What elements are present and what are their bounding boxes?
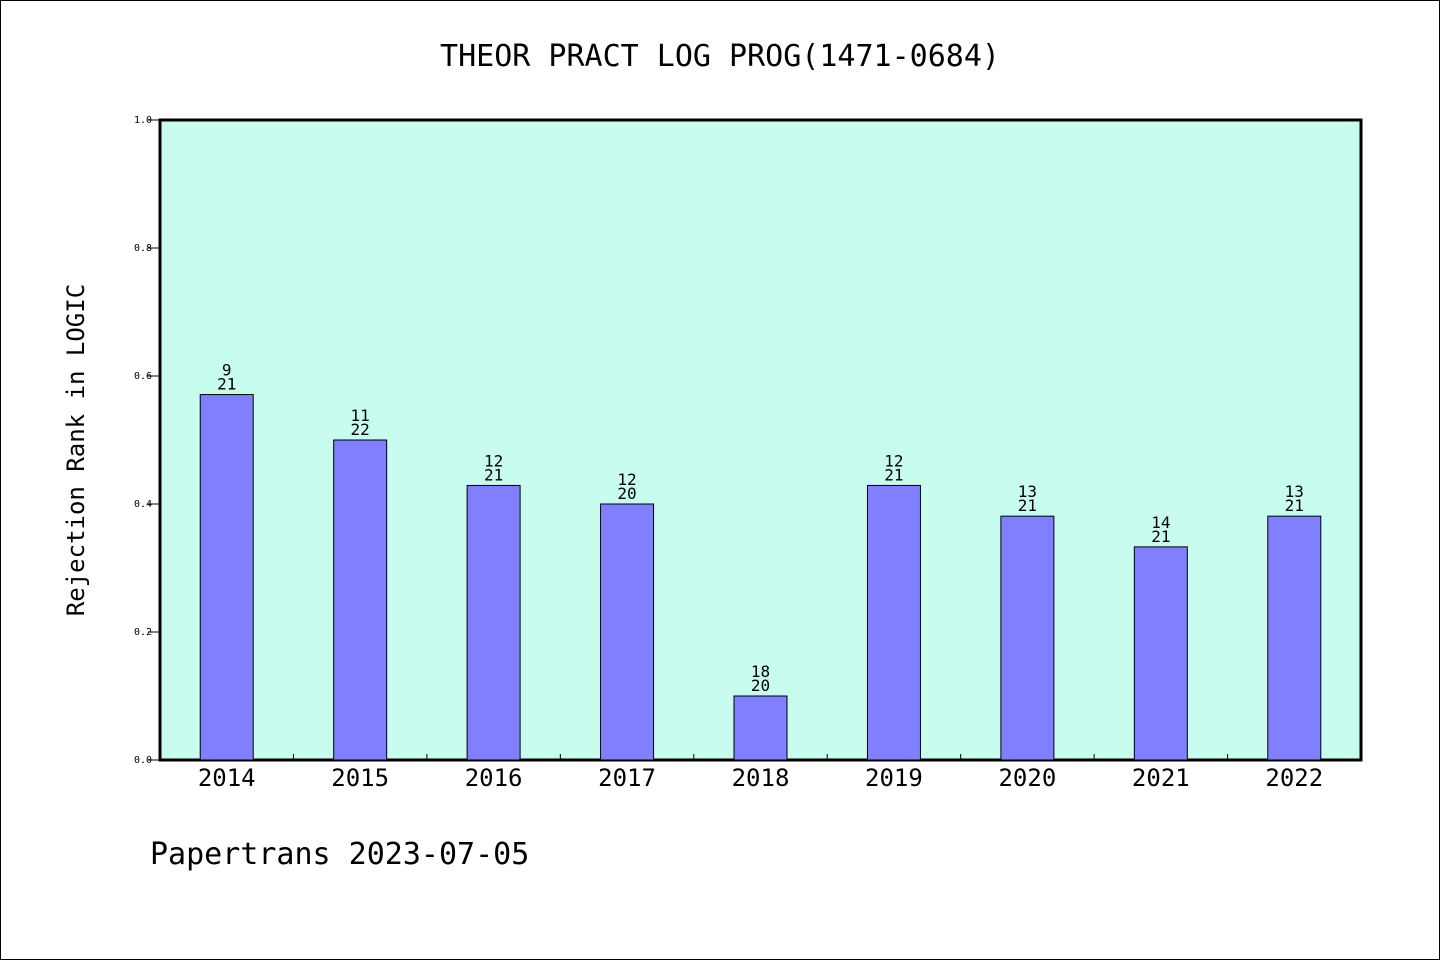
- y-axis-label: Rejection Rank in LOGIC: [62, 284, 90, 616]
- y-tick-label: 0.8: [134, 243, 152, 254]
- bar-label-denominator: 20: [617, 484, 636, 503]
- x-axis: 2014 2015 2016 2017 2018 2019 2020 2021 2022: [198, 754, 1323, 792]
- x-tick-label: 2020: [998, 764, 1056, 792]
- bar: [600, 503, 655, 761]
- bar-label-numerator: 13: [1018, 482, 1037, 501]
- y-axis: 0.0 0.2 0.4 0.6 0.8 1.0: [134, 115, 160, 766]
- bar: [866, 484, 921, 761]
- chart-title: THEOR PRACT LOG PROG(1471-0684): [440, 39, 1000, 74]
- bar-label-denominator: 20: [751, 676, 770, 695]
- y-tick-label: 1.0: [134, 115, 152, 126]
- bar: [466, 484, 521, 761]
- y-tick-label: 0.2: [134, 627, 152, 638]
- bar-label-numerator: 9: [222, 361, 232, 380]
- footer-text: Papertrans 2023-07-05: [150, 837, 529, 872]
- y-tick-label: 0.6: [134, 371, 152, 382]
- x-tick-label: 2016: [465, 764, 523, 792]
- bar: [733, 695, 788, 761]
- bar-label-numerator: 12: [617, 470, 636, 489]
- bar: [199, 394, 254, 761]
- bar-label-denominator: 21: [484, 465, 503, 484]
- bar-label-numerator: 12: [884, 451, 903, 470]
- bar: [1000, 515, 1055, 761]
- x-tick-label: 2019: [865, 764, 923, 792]
- y-tick-label: 0.4: [134, 499, 152, 510]
- x-tick-label: 2022: [1265, 764, 1323, 792]
- bar-label-denominator: 21: [884, 465, 903, 484]
- bar-label-numerator: 12: [484, 451, 503, 470]
- bar-label-denominator: 21: [1285, 496, 1304, 515]
- bar-label-numerator: 13: [1285, 482, 1304, 501]
- bar-label-denominator: 21: [1018, 496, 1037, 515]
- y-tick-label: 0.0: [134, 755, 152, 766]
- bar-label-denominator: 21: [217, 375, 236, 394]
- bar-label-numerator: 14: [1151, 513, 1170, 532]
- x-tick-label: 2014: [198, 764, 256, 792]
- bar-label-numerator: 18: [751, 662, 770, 681]
- bar: [1133, 546, 1188, 761]
- x-tick-label: 2021: [1132, 764, 1190, 792]
- bar-label-numerator: 11: [351, 406, 370, 425]
- bar: [333, 439, 388, 761]
- bar-label-denominator: 22: [351, 420, 370, 439]
- x-tick-label: 2017: [598, 764, 656, 792]
- x-tick-label: 2015: [331, 764, 389, 792]
- bar-label-denominator: 21: [1151, 527, 1170, 546]
- bar: [1267, 515, 1322, 761]
- x-tick-label: 2018: [732, 764, 790, 792]
